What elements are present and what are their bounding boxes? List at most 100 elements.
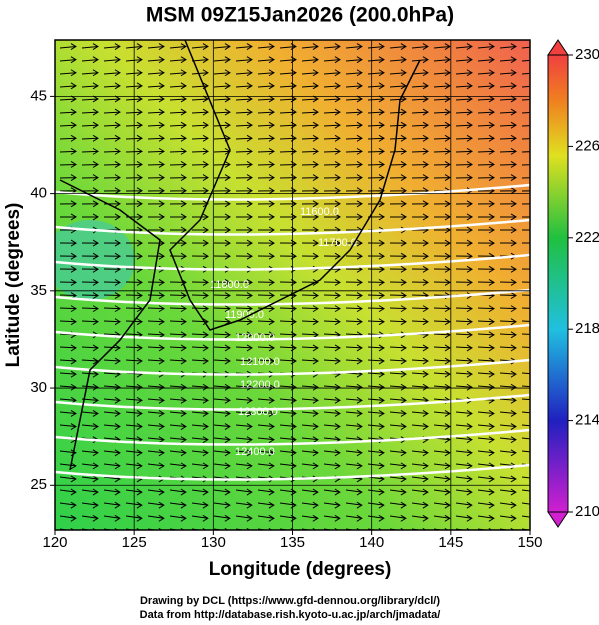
wind-arrow	[213, 239, 231, 247]
wind-arrow	[169, 423, 187, 430]
wind-arrow	[103, 134, 121, 142]
wind-arrow	[411, 410, 429, 417]
contour-line	[55, 183, 530, 201]
wind-arrow	[103, 488, 121, 496]
wind-arrow	[257, 82, 275, 90]
wind-arrow	[367, 357, 385, 365]
wind-arrow	[301, 174, 319, 182]
wind-arrow	[169, 514, 187, 522]
wind-arrow	[235, 200, 253, 208]
wind-arrow	[59, 121, 77, 129]
wind-arrow	[455, 514, 473, 522]
wind-arrow	[81, 121, 99, 129]
wind-arrow	[103, 252, 121, 260]
contour-label: 12200.0	[240, 379, 280, 391]
wind-arrow	[367, 69, 385, 77]
wind-arrow	[81, 187, 99, 195]
wind-arrow	[103, 239, 121, 247]
wind-arrow	[499, 436, 517, 444]
wind-arrow	[323, 121, 341, 129]
wind-arrow	[455, 95, 473, 103]
wind-arrow	[477, 147, 495, 155]
wind-arrow	[455, 174, 473, 182]
wind-arrow	[389, 278, 407, 286]
contour-line	[55, 218, 530, 236]
wind-arrow	[147, 344, 165, 352]
contours: 11600.0 11700.0 11800.0 11900.0 12000.0 12100…	[55, 183, 530, 481]
wind-arrow	[59, 410, 77, 417]
wind-arrow	[345, 410, 363, 417]
wind-arrow	[477, 213, 495, 221]
wind-arrow	[59, 56, 77, 64]
wind-arrow	[477, 423, 495, 430]
wind-arrow	[433, 147, 451, 155]
wind-arrow	[169, 462, 187, 470]
wind-arrow	[301, 108, 319, 116]
wind-arrow	[191, 134, 209, 142]
wind-arrow	[455, 475, 473, 483]
wind-arrow	[214, 226, 231, 234]
wind-arrow	[455, 252, 473, 260]
wind-arrow	[147, 514, 165, 522]
wind-arrow	[367, 147, 385, 155]
wind-arrow	[147, 174, 165, 182]
wind-arrow	[213, 292, 231, 299]
wind-arrow	[169, 305, 187, 313]
wind-arrow	[81, 501, 99, 509]
wind-arrow	[301, 82, 319, 90]
wind-arrow	[521, 242, 530, 244]
wind-arrow	[235, 213, 253, 221]
wind-arrow	[389, 265, 407, 273]
wind-arrow	[345, 213, 363, 221]
wind-arrow	[499, 305, 517, 313]
wind-arrow	[499, 292, 517, 299]
map-area: 11600.0 11700.0 11800.0 11900.0 12000.0 12100…	[55, 40, 530, 530]
wind-arrow	[499, 475, 517, 483]
wind-arrow	[411, 69, 429, 77]
wind-arrow	[455, 449, 473, 457]
wind-arrow	[455, 121, 473, 129]
wind-arrow	[257, 423, 275, 430]
wind-arrow	[235, 147, 253, 155]
wind-arrow	[81, 82, 99, 90]
wind-arrow	[191, 396, 209, 404]
wind-arrow	[257, 69, 275, 77]
wind-arrow	[103, 292, 121, 299]
wind-arrow	[411, 121, 429, 129]
wind-arrow	[103, 147, 121, 155]
wind-arrow	[257, 449, 275, 457]
wind-arrow	[345, 121, 363, 129]
wind-arrow	[323, 95, 341, 103]
wind-arrow	[389, 69, 407, 77]
wind-arrow	[59, 344, 77, 352]
wind-arrow	[169, 69, 187, 77]
wind-arrow	[433, 161, 451, 168]
wind-arrow	[81, 462, 99, 470]
wind-arrow	[345, 462, 363, 470]
wind-arrow	[499, 383, 517, 391]
wind-arrow	[81, 174, 99, 182]
wind-arrow	[389, 475, 407, 483]
wind-arrow	[345, 69, 363, 77]
wind-arrow	[169, 43, 187, 50]
wind-arrow	[389, 82, 407, 90]
wind-arrow	[81, 265, 99, 273]
wind-arrow	[147, 501, 165, 509]
wind-arrow	[499, 174, 517, 182]
wind-arrow	[301, 121, 319, 129]
wind-arrow	[323, 423, 341, 430]
wind-arrow	[169, 396, 187, 404]
contour-line	[55, 253, 530, 271]
wind-arrow	[477, 344, 495, 352]
wind-arrow	[169, 436, 187, 444]
wind-arrow	[235, 82, 253, 90]
x-tick-label: 120	[42, 534, 67, 551]
wind-arrow	[59, 174, 77, 182]
wind-arrow	[235, 449, 253, 457]
wind-arrow	[213, 410, 231, 417]
wind-arrow	[213, 174, 231, 182]
wind-arrow	[191, 69, 209, 77]
wind-arrow	[103, 449, 121, 457]
wind-arrow	[169, 357, 187, 365]
wind-arrow	[257, 278, 275, 286]
